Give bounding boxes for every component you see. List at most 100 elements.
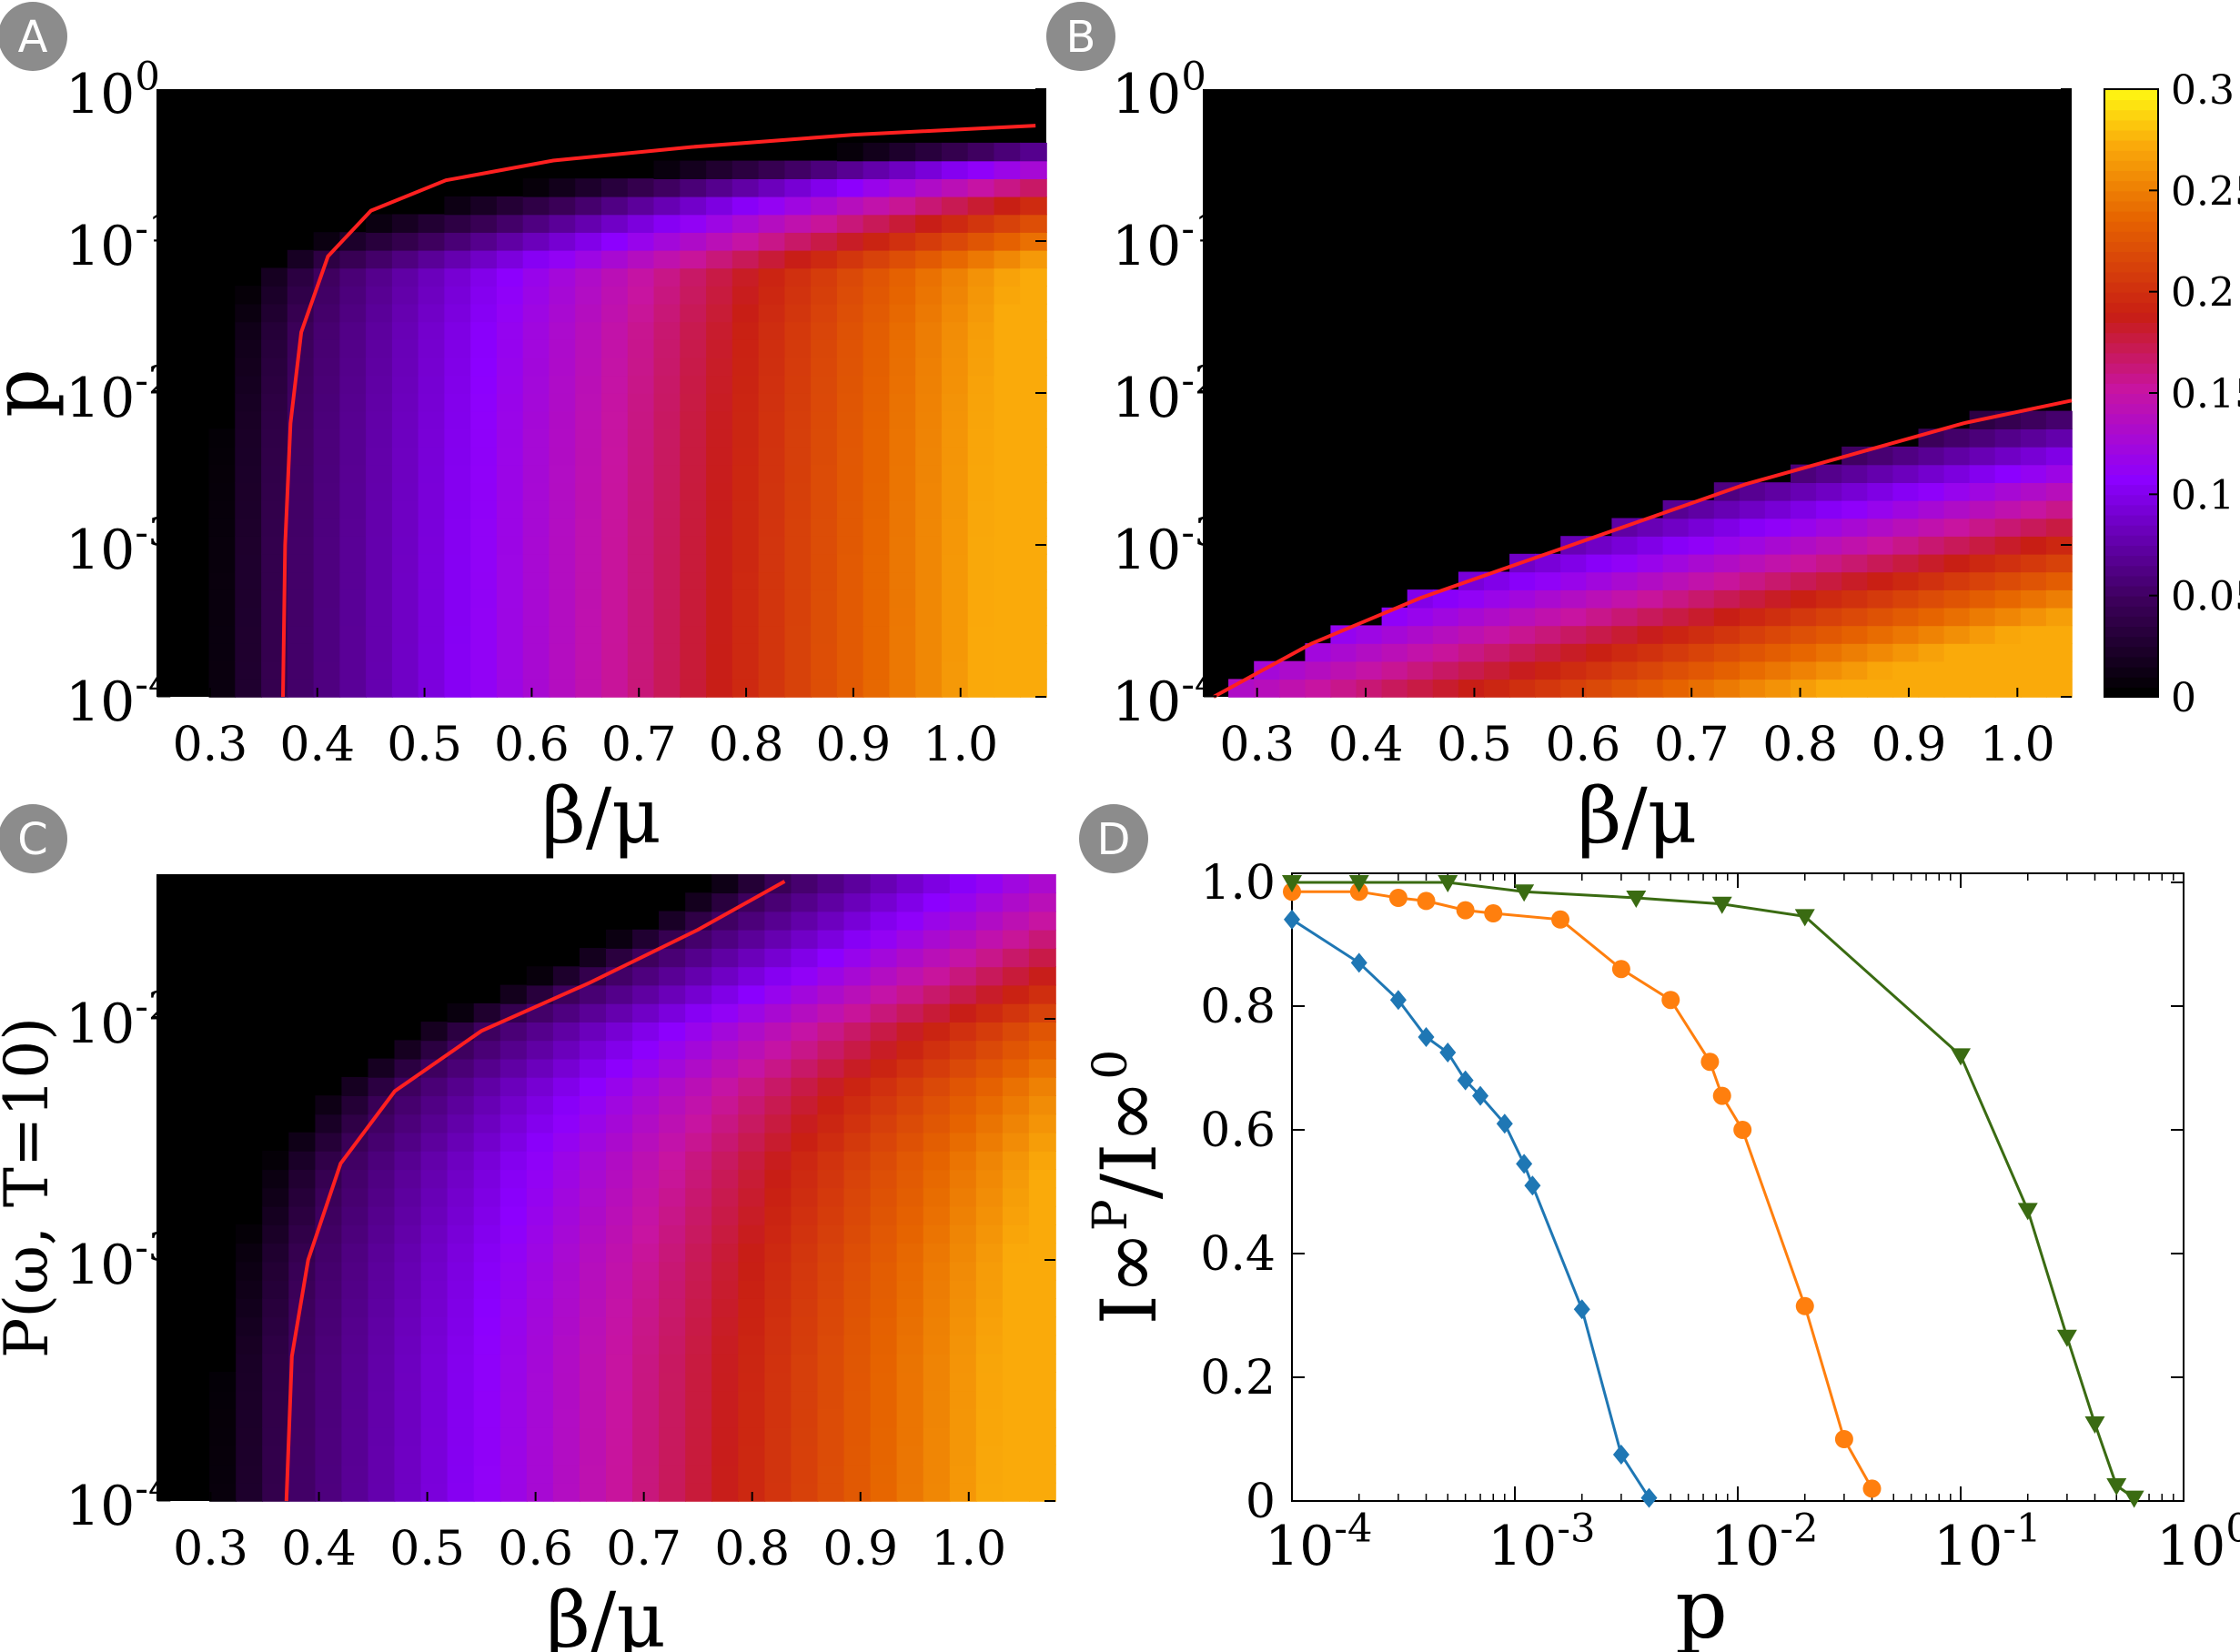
heatmap-cell (601, 643, 629, 662)
heatmap-cell (949, 1261, 977, 1281)
heatmap-cell (394, 1390, 422, 1410)
heatmap-cell (1841, 607, 1869, 627)
heatmap-cell (817, 1261, 845, 1281)
heatmap-cell (811, 410, 838, 429)
heatmap-cell (1020, 214, 1047, 233)
heatmap-cell (653, 464, 681, 483)
heatmap-cell (601, 232, 629, 251)
heatmap-cell (784, 571, 812, 590)
heatmap-cell (1841, 518, 1869, 537)
heatmap-cell (791, 929, 819, 949)
heatmap-cell (339, 446, 367, 466)
heatmap-cell (579, 1446, 607, 1466)
heatmap-cell (941, 553, 969, 573)
heatmap-cell (896, 966, 924, 986)
heatmap-cell (339, 303, 367, 323)
heatmap-cell (941, 607, 969, 627)
heatmap-cell (817, 1169, 845, 1189)
heatmap-cell (368, 1076, 396, 1096)
heatmap-cell (341, 1187, 369, 1207)
colorbar-segment (2104, 230, 2158, 242)
heatmap-cell (889, 499, 916, 519)
heatmap-cell (843, 1022, 872, 1042)
heatmap-cell (575, 499, 602, 519)
heatmap-cell (706, 518, 733, 537)
heatmap-cell (1969, 660, 1996, 680)
heatmap-cell (522, 339, 550, 358)
heatmap-cell (1020, 142, 1047, 162)
data-point (1418, 1027, 1435, 1047)
heatmap-cell (870, 1187, 898, 1207)
heatmap-cell (843, 1408, 872, 1428)
heatmap-cell (522, 482, 550, 501)
heatmap-cell (706, 393, 733, 412)
heatmap-cell (870, 1482, 898, 1502)
heatmap-cell (262, 1335, 290, 1355)
heatmap-cell (863, 553, 891, 573)
heatmap-cell (843, 1279, 872, 1299)
heatmap-cell (1407, 625, 1434, 644)
heatmap-cell (1002, 1261, 1030, 1281)
heatmap-cell (659, 1095, 686, 1115)
heatmap-cell (1739, 499, 1766, 519)
heatmap-cell (341, 1095, 369, 1115)
heatmap-cell (606, 1464, 633, 1484)
heatmap-cell (368, 1298, 396, 1318)
heatmap-cell (967, 643, 995, 662)
heatmap-cell (1002, 1151, 1030, 1171)
heatmap-cell (1688, 589, 1715, 609)
heatmap-cell (522, 303, 550, 323)
heatmap-cell (791, 1298, 819, 1318)
heatmap-cell (941, 464, 969, 483)
heatmap-cell (496, 679, 524, 698)
heatmap-cell (499, 1022, 528, 1042)
heatmap-cell (889, 589, 916, 609)
heatmap-cell (2020, 518, 2047, 537)
heatmap-cell (1867, 464, 1894, 483)
heatmap-cell (1688, 643, 1715, 662)
heatmap-cell (262, 1261, 290, 1281)
heatmap-cell (262, 1151, 290, 1171)
heatmap-cell (685, 1113, 713, 1133)
heatmap-cell (1739, 660, 1766, 680)
heatmap-cell (1739, 679, 1766, 698)
heatmap-cell (896, 1279, 924, 1299)
heatmap-cell (1739, 589, 1766, 609)
heatmap-cell (659, 1408, 686, 1428)
heatmap-cell (896, 1095, 924, 1115)
heatmap-cell (923, 1279, 951, 1299)
heatmap-cell (394, 1298, 422, 1318)
heatmap-cell (366, 375, 393, 394)
heatmap-cell (341, 1298, 369, 1318)
heatmap-cell (470, 375, 498, 394)
heatmap-cell (632, 1002, 660, 1022)
heatmap-cell (444, 660, 471, 680)
heatmap-cell (738, 1316, 766, 1336)
heatmap-cell (1028, 1040, 1056, 1060)
heatmap-cell (975, 874, 1004, 894)
heatmap-cell (632, 984, 660, 1004)
colorbar-segment (2104, 585, 2158, 597)
heatmap-cell (496, 267, 524, 287)
x-tick-label: 100 (2156, 1506, 2240, 1578)
heatmap-cell (706, 536, 733, 555)
heatmap-cell (680, 286, 707, 305)
heatmap-cell (811, 249, 838, 269)
y-tick-label: 100 (66, 55, 160, 126)
colorbar-segment (2104, 291, 2158, 303)
heatmap-cell (526, 1426, 554, 1446)
heatmap-cell (758, 553, 786, 573)
heatmap-cell (653, 160, 681, 179)
heatmap-cell (368, 1279, 396, 1299)
heatmap-cell (791, 1316, 819, 1336)
heatmap-cell (499, 1261, 528, 1281)
heatmap-cell (575, 571, 602, 590)
heatmap-cell (1279, 679, 1307, 698)
heatmap-cell (738, 1408, 766, 1428)
heatmap-cell (552, 1224, 580, 1244)
heatmap-cell (549, 178, 577, 197)
heatmap-cell (791, 1151, 819, 1171)
heatmap-cell (896, 1113, 924, 1133)
heatmap-cell (1560, 679, 1588, 698)
heatmap-cell (870, 1335, 898, 1355)
